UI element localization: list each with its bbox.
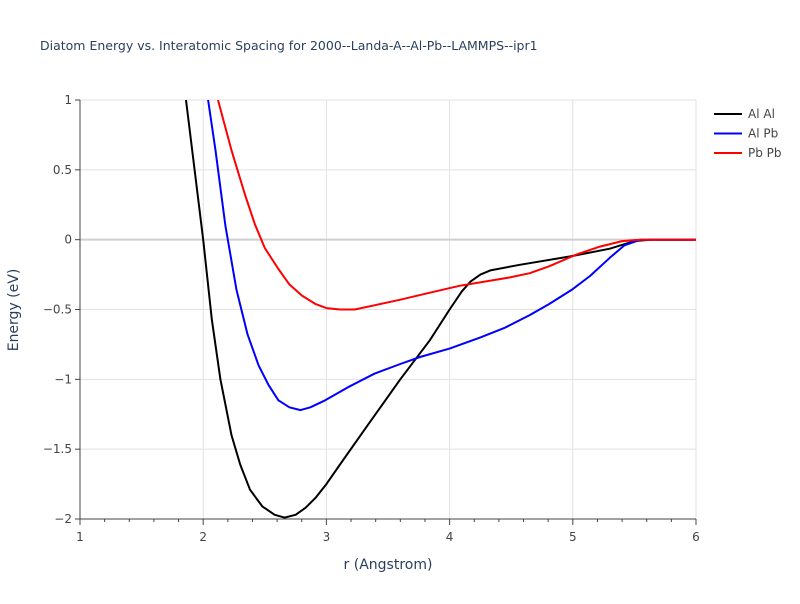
x-tick-label: 1: [76, 530, 84, 544]
x-tick-label: 5: [569, 530, 577, 544]
series-line-al-pb: [207, 100, 696, 412]
series-line-pb-pb: [217, 100, 696, 311]
legend-label: Pb Pb: [748, 146, 782, 160]
y-tick-label: −2: [54, 512, 72, 526]
y-axis-label: Energy (eV): [6, 269, 22, 352]
y-tick-label: −0.5: [43, 303, 72, 317]
y-tick-label: −1.5: [43, 442, 72, 456]
x-tick-label: 4: [446, 530, 454, 544]
x-axis-label: r (Angstrom): [344, 557, 433, 573]
y-tick-label: 0: [64, 233, 72, 247]
legend-label: Al Al: [748, 107, 775, 121]
legend: Al Al Al Pb Pb Pb: [714, 107, 782, 160]
y-tick-label: 0.5: [53, 163, 72, 177]
chart-title: Diatom Energy vs. Interatomic Spacing fo…: [40, 38, 538, 53]
series-lines: [185, 100, 696, 519]
legend-label: Al Pb: [748, 127, 778, 141]
axes: 1 2 3 4 5 6 1 0.5 0 −0.5 −1 −1.5 −2: [43, 93, 700, 544]
x-tick-label: 6: [692, 530, 700, 544]
series-line-al-al: [185, 100, 696, 519]
y-tick-label: 1: [64, 93, 72, 107]
x-tick-label: 2: [199, 530, 207, 544]
y-tick-label: −1: [54, 372, 72, 386]
x-tick-label: 3: [323, 530, 331, 544]
